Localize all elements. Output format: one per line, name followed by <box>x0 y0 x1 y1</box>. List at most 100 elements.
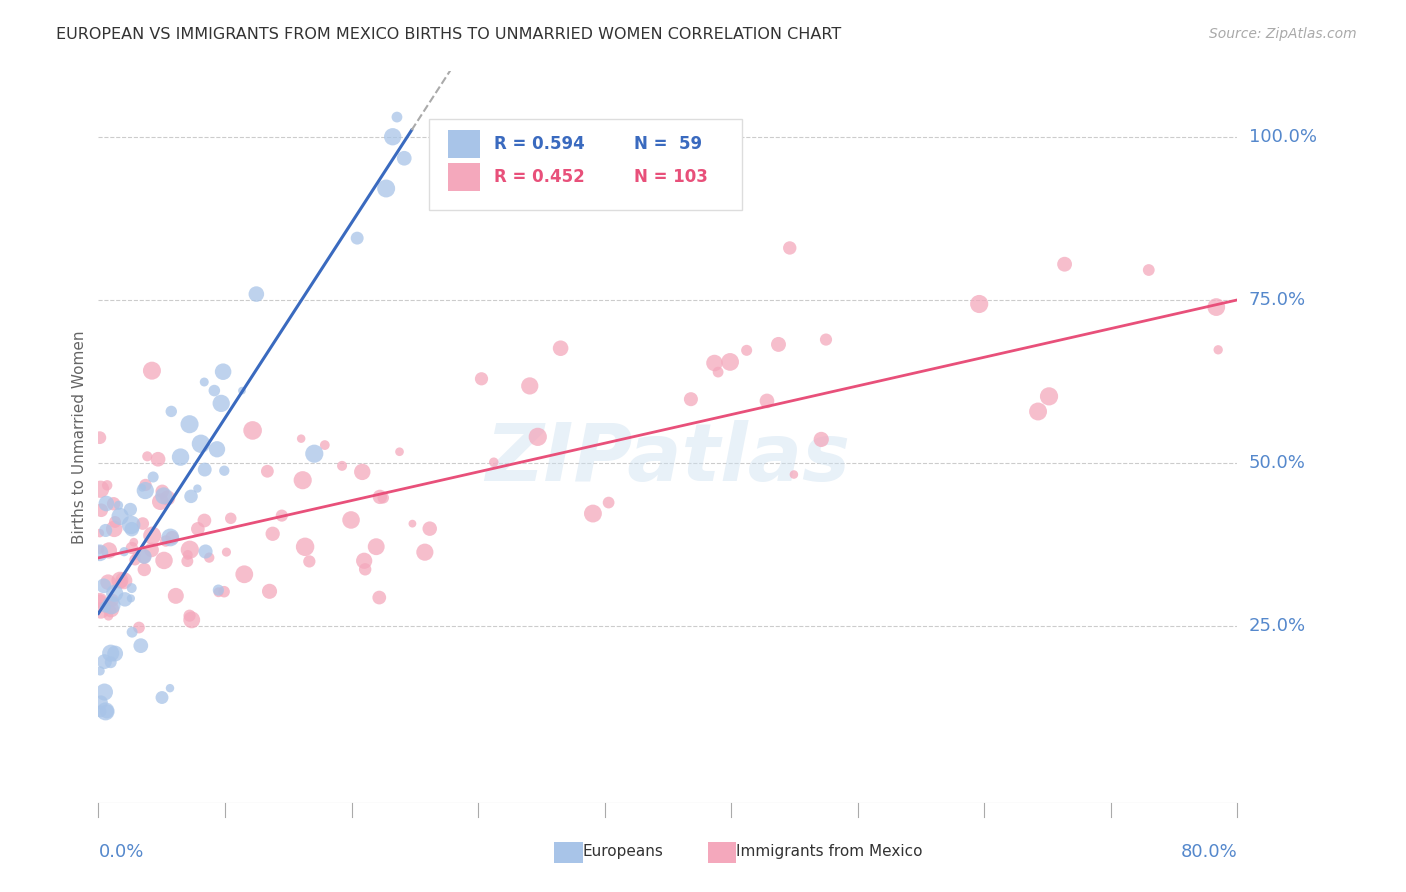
Point <box>104 647 127 661</box>
Point <box>1137 263 1160 277</box>
Text: 50.0%: 50.0% <box>1249 454 1306 472</box>
Point <box>314 438 336 452</box>
Point <box>122 535 145 549</box>
Point <box>179 608 201 623</box>
Point <box>193 375 215 389</box>
Point <box>93 579 115 593</box>
Point <box>155 534 177 549</box>
Point <box>679 392 702 407</box>
Point <box>366 540 388 554</box>
Point <box>159 681 181 695</box>
Point <box>783 467 806 482</box>
Point <box>141 364 163 378</box>
Point <box>101 603 124 617</box>
Point <box>96 705 118 719</box>
Point <box>94 600 117 615</box>
Point <box>89 546 111 560</box>
Point <box>194 462 217 476</box>
Point <box>419 522 441 536</box>
Point <box>114 592 136 607</box>
Point <box>259 584 281 599</box>
Point <box>132 549 155 564</box>
Point <box>373 491 395 505</box>
Point <box>290 432 312 446</box>
Point <box>205 442 228 457</box>
Point <box>779 241 801 255</box>
Text: R = 0.452: R = 0.452 <box>494 168 585 186</box>
FancyBboxPatch shape <box>449 130 479 158</box>
Point <box>90 603 112 617</box>
Point <box>291 473 314 487</box>
Point <box>381 129 404 144</box>
Point <box>1026 404 1049 418</box>
Point <box>128 621 150 635</box>
Point <box>97 543 120 558</box>
Point <box>121 522 143 536</box>
Point <box>215 545 238 559</box>
Point <box>146 452 169 467</box>
Point <box>233 567 256 582</box>
Point <box>967 297 990 311</box>
Point <box>193 514 215 528</box>
Point <box>129 639 152 653</box>
Point <box>131 481 153 495</box>
Point <box>207 583 229 598</box>
Point <box>96 478 118 492</box>
Point <box>190 436 212 450</box>
Point <box>121 581 143 595</box>
Point <box>413 545 436 559</box>
Point <box>120 517 142 532</box>
Point <box>718 355 741 369</box>
Point <box>135 478 157 492</box>
Point <box>242 424 264 438</box>
Point <box>134 549 156 564</box>
Point <box>134 483 156 498</box>
Point <box>1205 300 1227 314</box>
Point <box>90 482 112 496</box>
Point <box>598 495 620 509</box>
Point <box>207 585 229 599</box>
Point <box>1206 343 1229 357</box>
Point <box>212 365 235 379</box>
Text: 0.0%: 0.0% <box>98 843 143 861</box>
Text: 25.0%: 25.0% <box>1249 617 1306 635</box>
Point <box>100 655 122 669</box>
Point <box>141 542 163 557</box>
Point <box>330 458 353 473</box>
Point <box>142 470 165 484</box>
Point <box>90 695 112 709</box>
Point <box>375 181 398 195</box>
Point <box>353 554 375 568</box>
Point <box>150 690 173 705</box>
Point <box>159 531 181 545</box>
Point <box>180 489 202 503</box>
Y-axis label: Births to Unmarried Women: Births to Unmarried Women <box>72 330 87 544</box>
Point <box>526 430 548 444</box>
Point <box>394 151 416 165</box>
Point <box>186 482 208 496</box>
Point <box>368 591 391 605</box>
Text: Europeans: Europeans <box>582 844 664 859</box>
Point <box>385 110 408 124</box>
Point <box>132 516 155 531</box>
Point <box>165 589 187 603</box>
Point <box>346 231 368 245</box>
Point <box>101 593 124 607</box>
Point <box>121 625 143 640</box>
Point <box>470 372 492 386</box>
Point <box>352 465 374 479</box>
Point <box>340 513 363 527</box>
Text: Source: ZipAtlas.com: Source: ZipAtlas.com <box>1209 27 1357 41</box>
FancyBboxPatch shape <box>429 119 742 211</box>
Point <box>103 497 125 511</box>
Point <box>134 562 156 576</box>
Point <box>94 705 117 719</box>
Point <box>89 664 111 678</box>
Point <box>108 573 131 587</box>
Point <box>294 540 316 554</box>
Text: N =  59: N = 59 <box>634 135 702 153</box>
Point <box>150 484 173 499</box>
Point <box>707 365 730 379</box>
Point <box>94 524 117 538</box>
Point <box>93 685 115 699</box>
